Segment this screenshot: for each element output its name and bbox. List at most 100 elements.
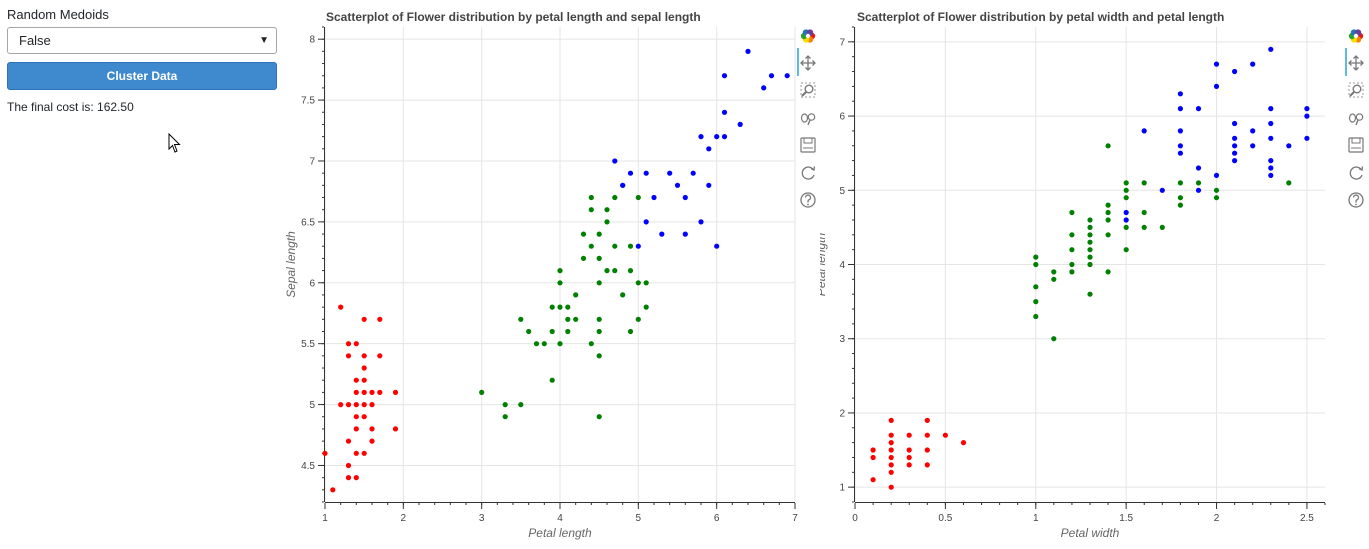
mouse-cursor-icon	[168, 133, 181, 153]
data-point-cluster-2	[1268, 158, 1274, 164]
data-point-cluster-2	[643, 219, 649, 225]
bokeh-logo-icon[interactable]	[1348, 29, 1364, 43]
data-point-cluster-1	[1069, 261, 1075, 268]
bokeh-logo-icon[interactable]	[800, 29, 816, 43]
cluster-data-button[interactable]: Cluster Data	[7, 62, 277, 90]
data-point-cluster-2	[1232, 135, 1238, 141]
data-point-cluster-0	[888, 454, 894, 461]
data-point-cluster-1	[596, 414, 602, 420]
data-point-cluster-0	[353, 389, 359, 395]
y-tick-label: 7.5	[301, 96, 315, 107]
data-point-cluster-1	[1123, 247, 1129, 253]
data-point-cluster-0	[377, 389, 383, 395]
data-point-cluster-2	[659, 231, 665, 237]
data-point-cluster-2	[674, 182, 681, 188]
data-point-cluster-1	[1141, 209, 1147, 216]
y-tick-label: 6.5	[301, 217, 315, 228]
data-point-cluster-2	[1286, 143, 1292, 149]
data-point-cluster-0	[924, 462, 930, 468]
data-point-cluster-2	[698, 134, 704, 140]
box-zoom-icon[interactable]	[800, 82, 816, 98]
data-point-cluster-1	[1105, 143, 1111, 149]
data-point-cluster-2	[651, 194, 657, 201]
data-point-cluster-1	[1033, 254, 1039, 260]
save-icon[interactable]	[1348, 137, 1364, 153]
data-point-cluster-1	[1123, 195, 1129, 201]
data-point-cluster-2	[737, 121, 743, 127]
box-zoom-icon[interactable]	[1348, 82, 1364, 98]
x-tick-label: 7	[792, 513, 798, 524]
data-point-cluster-1	[1105, 269, 1111, 275]
data-point-cluster-2	[1195, 165, 1202, 171]
data-point-cluster-2	[1213, 61, 1220, 67]
data-point-cluster-1	[573, 316, 579, 322]
pan-icon[interactable]	[800, 55, 816, 71]
save-icon[interactable]	[800, 137, 816, 153]
data-point-cluster-0	[345, 438, 352, 444]
data-point-cluster-1	[1051, 269, 1057, 275]
data-point-cluster-1	[1123, 180, 1129, 186]
data-point-cluster-2	[1250, 61, 1256, 67]
data-point-cluster-1	[549, 328, 555, 335]
y-tick-label: 2	[839, 408, 845, 419]
help-icon[interactable]	[1348, 192, 1364, 208]
data-point-cluster-2	[1177, 150, 1183, 156]
data-point-cluster-0	[353, 475, 359, 481]
data-point-cluster-1	[1069, 232, 1075, 238]
data-point-cluster-2	[682, 194, 688, 201]
data-point-cluster-1	[502, 402, 508, 408]
data-point-cluster-1	[1069, 209, 1075, 216]
reset-icon[interactable]	[801, 166, 816, 180]
data-point-cluster-2	[1177, 143, 1183, 149]
data-point-cluster-2	[768, 73, 775, 79]
data-point-cluster-1	[1087, 224, 1093, 230]
random-medoids-select[interactable]: False ▼	[7, 27, 277, 54]
data-point-cluster-2	[1250, 128, 1256, 134]
data-point-cluster-0	[345, 341, 352, 347]
data-point-cluster-1	[635, 280, 641, 286]
data-point-cluster-1	[643, 280, 649, 286]
data-point-cluster-0	[870, 447, 876, 453]
data-point-cluster-0	[392, 426, 399, 432]
data-point-cluster-0	[361, 377, 367, 383]
y-tick-label: 5	[839, 186, 845, 197]
data-point-cluster-1	[533, 341, 540, 347]
data-point-cluster-2	[1268, 135, 1274, 141]
data-point-cluster-2	[1268, 106, 1274, 112]
final-cost-text: The final cost is: 162.50	[7, 100, 134, 114]
data-point-cluster-1	[1087, 232, 1093, 238]
data-point-cluster-0	[369, 402, 375, 408]
data-point-cluster-1	[526, 328, 532, 335]
data-point-cluster-1	[1033, 261, 1039, 268]
data-point-cluster-2	[643, 170, 649, 176]
x-tick-label: 2	[401, 513, 407, 524]
data-point-cluster-0	[942, 432, 948, 438]
data-point-cluster-0	[345, 353, 352, 359]
data-point-cluster-2	[627, 170, 634, 176]
data-point-cluster-2	[1268, 46, 1274, 52]
data-point-cluster-1	[612, 268, 618, 274]
data-point-cluster-2	[1177, 106, 1183, 112]
data-point-cluster-2	[682, 231, 688, 237]
y-tick-label: 4.5	[301, 461, 315, 472]
data-point-cluster-1	[588, 243, 594, 249]
wheel-zoom-icon[interactable]	[800, 113, 816, 126]
pan-icon[interactable]	[1348, 55, 1364, 71]
scatterplot-petal-sepal: Scatterplot of Flower distribution by pe…	[284, 10, 816, 540]
data-point-cluster-1	[1159, 224, 1165, 230]
data-point-cluster-0	[345, 462, 352, 469]
data-point-cluster-0	[361, 450, 367, 456]
reset-icon[interactable]	[1349, 166, 1364, 180]
data-point-cluster-1	[588, 207, 594, 213]
y-tick-label: 7	[839, 37, 845, 48]
data-point-cluster-1	[596, 280, 602, 286]
data-point-cluster-0	[353, 377, 359, 383]
data-point-cluster-1	[635, 316, 641, 322]
data-point-cluster-1	[565, 316, 571, 322]
data-point-cluster-1	[596, 328, 602, 335]
x-tick-label: 0.5	[938, 513, 952, 524]
help-icon[interactable]	[800, 192, 816, 208]
data-point-cluster-2	[1232, 150, 1238, 156]
y-axis-title: Sepal length	[284, 231, 298, 298]
wheel-zoom-icon[interactable]	[1348, 113, 1364, 126]
